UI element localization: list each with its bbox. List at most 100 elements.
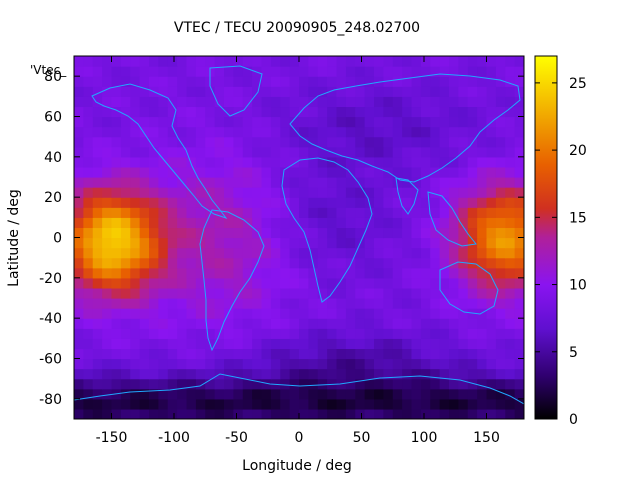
- heatmap-cell: [186, 257, 197, 269]
- heatmap-cell: [167, 156, 178, 168]
- heatmap-cell: [280, 358, 291, 370]
- heatmap-cell: [205, 96, 216, 108]
- heatmap-cell: [186, 156, 197, 168]
- heatmap-cell: [120, 368, 131, 380]
- heatmap-cell: [242, 348, 253, 360]
- heatmap-cell: [336, 408, 347, 419]
- heatmap-cell: [383, 237, 394, 249]
- heatmap-cell: [420, 308, 431, 319]
- heatmap-cell: [270, 267, 281, 279]
- y-tick-label: 60: [44, 110, 62, 126]
- heatmap-cell: [205, 348, 216, 360]
- heatmap-cell: [514, 237, 524, 249]
- heatmap-cell: [392, 298, 403, 309]
- heatmap-cell: [158, 267, 169, 279]
- heatmap-cell: [280, 348, 291, 360]
- heatmap-cell: [308, 96, 319, 108]
- heatmap-cell: [270, 106, 281, 118]
- heatmap-cell: [195, 227, 206, 239]
- heatmap-cell: [439, 217, 450, 229]
- heatmap-cell: [177, 106, 188, 118]
- heatmap-cell: [242, 156, 253, 168]
- heatmap-cell: [317, 358, 328, 370]
- heatmap-cell: [214, 197, 225, 208]
- heatmap-cell: [289, 287, 300, 299]
- heatmap-cell: [261, 237, 272, 249]
- heatmap-cell: [195, 187, 206, 198]
- heatmap-cell: [233, 197, 244, 208]
- heatmap-cell: [345, 308, 356, 319]
- heatmap-cell: [336, 328, 347, 339]
- heatmap-cell: [252, 227, 263, 239]
- heatmap-cell: [345, 116, 356, 128]
- heatmap-cell: [195, 287, 206, 299]
- heatmap-cell: [308, 126, 319, 138]
- heatmap-cell: [83, 348, 94, 360]
- heatmap-cell: [177, 56, 188, 67]
- heatmap-cell: [449, 308, 459, 319]
- heatmap-cell: [308, 267, 319, 279]
- x-tick-label: 150: [473, 430, 500, 446]
- heatmap-cell: [214, 318, 225, 329]
- heatmap-cell: [130, 126, 141, 138]
- heatmap-cell: [327, 126, 338, 138]
- heatmap-cell: [149, 247, 159, 259]
- heatmap-cell: [167, 197, 178, 208]
- heatmap-cell: [308, 398, 319, 410]
- heatmap-cell: [139, 298, 150, 309]
- heatmap-cell: [411, 217, 422, 229]
- heatmap-cell: [242, 398, 253, 410]
- heatmap-cell: [111, 277, 122, 289]
- heatmap-cell: [130, 328, 141, 339]
- heatmap-cell: [289, 126, 300, 138]
- heatmap-cell: [345, 247, 356, 259]
- heatmap-cell: [317, 318, 328, 329]
- heatmap-cell: [336, 207, 347, 218]
- heatmap-cell: [374, 116, 384, 128]
- heatmap-cell: [495, 217, 506, 229]
- heatmap-cell: [74, 56, 84, 67]
- heatmap-cell: [495, 257, 506, 269]
- heatmap-cell: [467, 398, 478, 410]
- heatmap-cell: [214, 217, 225, 229]
- heatmap-cell: [214, 237, 225, 249]
- heatmap-cell: [374, 298, 384, 309]
- heatmap-cell: [139, 116, 150, 128]
- heatmap-cell: [374, 247, 384, 259]
- heatmap-cell: [355, 277, 366, 289]
- heatmap-cell: [102, 287, 113, 299]
- heatmap-cell: [149, 308, 159, 319]
- heatmap-cell: [186, 267, 197, 279]
- heatmap-cell: [514, 166, 524, 178]
- heatmap-cell: [167, 106, 178, 118]
- heatmap-cell: [167, 227, 178, 239]
- heatmap-cell: [402, 156, 413, 168]
- heatmap-cell: [336, 227, 347, 239]
- heatmap-cell: [120, 267, 131, 279]
- x-axis-label: Longitude / deg: [242, 458, 352, 474]
- heatmap-cell: [120, 207, 131, 218]
- heatmap-cell: [411, 328, 422, 339]
- heatmap-cell: [177, 237, 188, 249]
- heatmap-cell: [458, 348, 469, 360]
- heatmap-cell: [214, 116, 225, 128]
- heatmap-cell: [233, 96, 244, 108]
- heatmap-cell: [449, 197, 459, 208]
- heatmap-cell: [242, 368, 253, 380]
- heatmap-cell: [149, 378, 159, 390]
- heatmap-cell: [102, 177, 113, 188]
- heatmap-cell: [514, 217, 524, 229]
- heatmap-cell: [252, 106, 263, 118]
- heatmap-cell: [130, 287, 141, 299]
- heatmap-cell: [402, 56, 413, 67]
- heatmap-cell: [327, 86, 338, 97]
- heatmap-cell: [102, 257, 113, 269]
- heatmap-cell: [270, 227, 281, 239]
- heatmap-cell: [74, 358, 84, 370]
- heatmap-cell: [233, 398, 244, 410]
- heatmap-cell: [177, 207, 188, 218]
- heatmap-cell: [280, 338, 291, 350]
- heatmap-cell: [102, 298, 113, 309]
- heatmap-cell: [233, 187, 244, 198]
- colorbar-tick-label: 0: [569, 412, 578, 428]
